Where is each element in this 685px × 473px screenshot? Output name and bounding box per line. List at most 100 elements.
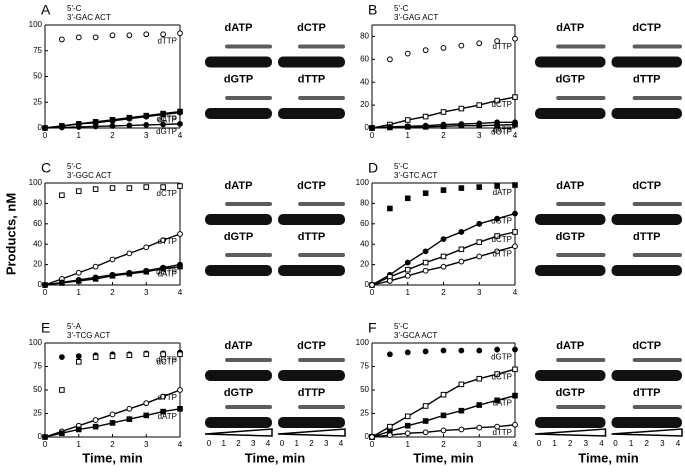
point (177, 351, 183, 358)
point (476, 375, 483, 382)
point (512, 346, 518, 353)
x-tick-label: 2 (441, 440, 446, 449)
point (422, 190, 429, 196)
x-tick-label: 0 (43, 288, 48, 297)
point (143, 122, 150, 128)
point (440, 253, 447, 260)
y-tick-label: 75 (33, 46, 42, 55)
gel-lane-label: dATP (225, 22, 253, 34)
point (160, 111, 167, 118)
point (404, 50, 411, 57)
panel-label: D (368, 160, 378, 176)
point (512, 392, 518, 399)
gel-band (278, 265, 345, 276)
panel-label: F (368, 320, 377, 336)
gel-lane-label: dTTP (298, 73, 326, 85)
gel-band (205, 417, 272, 428)
x-axis-label: Time, min (413, 450, 474, 465)
gel-band-faint (556, 358, 606, 362)
point (494, 233, 500, 239)
series-label: dCTP (492, 372, 512, 381)
gel-time-label: 2 (645, 439, 650, 448)
point (126, 115, 133, 122)
gel-band-faint (225, 405, 272, 409)
point (160, 265, 166, 272)
x-tick-label: 0 (370, 440, 375, 449)
point (404, 272, 411, 279)
gel-band (278, 370, 345, 381)
point (387, 423, 393, 430)
y-tick-label: 0 (365, 123, 370, 132)
point (458, 122, 465, 129)
point (476, 40, 483, 47)
gel-x-label: Time, min (245, 450, 306, 465)
gel-lane-label: dATP (556, 340, 584, 352)
y-tick-label: 0 (38, 280, 43, 289)
point (422, 418, 429, 424)
template-label: 5'-C (394, 162, 409, 171)
series-label: dCTP (492, 235, 512, 244)
point (126, 416, 133, 422)
gel-band (205, 56, 272, 68)
point (440, 187, 447, 193)
y-tick-label: 20 (33, 260, 42, 269)
gel-band-faint (225, 202, 272, 206)
point (143, 244, 150, 251)
point (109, 420, 116, 426)
point (458, 185, 465, 191)
gel-band (278, 56, 345, 68)
gel-band-faint (632, 96, 682, 100)
template-label: 5'-C (394, 322, 409, 331)
y-axis-label: Products, nM (3, 193, 18, 275)
y-tick-label: 80 (360, 199, 369, 208)
gel-time-label: 1 (222, 439, 227, 448)
point (126, 352, 133, 359)
point (458, 246, 465, 253)
point (494, 122, 500, 128)
series-label: dATP (158, 116, 177, 125)
gel-band-faint (225, 44, 272, 49)
point (494, 38, 501, 44)
point (369, 434, 375, 440)
point (109, 411, 116, 418)
point (386, 351, 393, 358)
gel-band (611, 265, 682, 276)
x-tick-label: 2 (110, 131, 115, 140)
gel-time-label: 3 (324, 439, 329, 448)
gel-band (205, 108, 272, 119)
gel-time-label: 0 (207, 439, 212, 448)
point (404, 124, 411, 130)
point (143, 351, 150, 358)
point (476, 184, 483, 190)
point (440, 347, 447, 354)
series-label: dGTP (491, 128, 512, 137)
point (92, 186, 99, 192)
point (92, 276, 99, 282)
gel-band (611, 214, 682, 225)
point (422, 248, 429, 255)
gel-lane-label: dCTP (297, 180, 326, 192)
point (512, 421, 518, 428)
point (143, 412, 150, 419)
point (386, 432, 393, 439)
point (75, 269, 82, 276)
x-tick-label: 3 (144, 131, 149, 140)
x-tick-label: 1 (406, 440, 411, 449)
point (143, 184, 150, 190)
gel-lane-label: dATP (225, 340, 253, 352)
gel-band (535, 417, 606, 428)
series-label: dTTP (492, 249, 512, 258)
x-tick-label: 2 (110, 288, 115, 297)
x-axis-label: Time, min (82, 450, 143, 465)
gel-band (611, 417, 682, 428)
point (92, 34, 99, 41)
gel-lane-label: dCTP (297, 340, 326, 352)
gel-band (535, 370, 606, 381)
gel-lane-label: dTTP (298, 387, 326, 399)
point (422, 259, 429, 266)
point (42, 282, 48, 288)
point (143, 268, 150, 275)
point (177, 109, 183, 116)
y-tick-label: 75 (360, 362, 369, 371)
gel-lane-label: dCTP (632, 340, 661, 352)
